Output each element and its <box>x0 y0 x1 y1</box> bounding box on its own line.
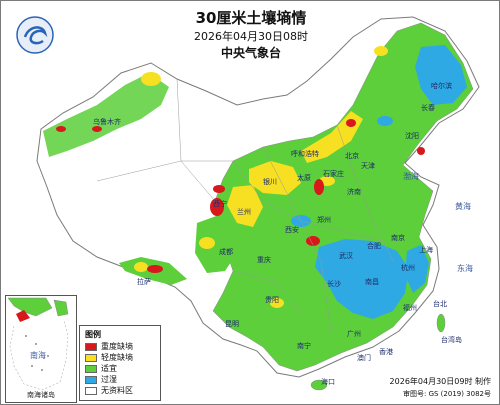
severe-patch-5 <box>213 185 225 193</box>
place-label: 台湾岛 <box>441 336 462 344</box>
legend: 图例 重度缺墒 轻度缺墒 适宜 过湿 无资料区 <box>79 325 161 401</box>
suitable-area-sichuan <box>195 215 237 273</box>
south-china-sea-inset: 南海 南海诸岛 <box>5 295 77 403</box>
wet-area-east <box>405 245 429 293</box>
mild-patch-1 <box>141 72 161 86</box>
place-label: 福州 <box>403 304 417 312</box>
place-label: 银川 <box>263 178 277 186</box>
severe-patch-3 <box>147 265 163 273</box>
place-label: 天津 <box>361 162 375 170</box>
province-boundaries <box>96 78 394 332</box>
place-label: 杭州 <box>401 264 415 272</box>
mild-patch-5 <box>134 262 148 272</box>
hainan-island <box>310 379 328 391</box>
place-label: 重庆 <box>257 256 271 264</box>
place-label: 哈尔滨 <box>431 82 452 90</box>
severe-patch-4 <box>314 179 324 195</box>
severe-patch-7 <box>417 147 425 155</box>
sea-label-yellow: 黄海 <box>455 202 471 211</box>
mild-deficit-north <box>249 161 301 195</box>
place-label: 北京 <box>345 152 359 160</box>
severe-patch-8 <box>56 126 66 132</box>
made-time: 2026年04月30日09时 制作 <box>389 377 491 386</box>
wet-area-northeast <box>415 45 467 105</box>
place-label: 澳门 <box>357 354 371 362</box>
legend-item: 适宜 <box>85 364 160 373</box>
legend-swatch <box>85 342 97 351</box>
map-time: 2026年04月30日08时 <box>194 30 308 43</box>
place-label: 济南 <box>347 188 361 196</box>
place-label: 太原 <box>297 174 311 182</box>
place-label: 武汉 <box>339 252 353 260</box>
legend-title: 图例 <box>85 330 101 339</box>
place-label: 南宁 <box>297 342 311 350</box>
legend-swatch <box>85 364 97 373</box>
place-label: 成都 <box>219 248 233 256</box>
taiwan-island <box>436 313 446 333</box>
map-org: 中央气象台 <box>220 46 281 60</box>
place-label: 呼和浩特 <box>291 150 319 158</box>
legend-swatch <box>85 353 97 362</box>
place-label: 广州 <box>347 330 361 338</box>
inset-map <box>7 297 69 391</box>
legend-item: 重度缺墒 <box>85 342 160 351</box>
wet-area-south <box>315 239 409 319</box>
sea-label-bohai: 渤海 <box>403 172 419 181</box>
mild-patch-3 <box>270 298 284 308</box>
legend-swatch <box>85 386 97 395</box>
inset-label: 南海诸岛 <box>27 391 55 399</box>
place-label: 台北 <box>433 300 447 308</box>
place-label: 兰州 <box>237 208 251 216</box>
place-label: 乌鲁木齐 <box>93 118 121 126</box>
place-label: 郑州 <box>317 216 331 224</box>
place-label: 贵阳 <box>265 296 279 304</box>
suitable-area-xinjiang <box>43 73 169 157</box>
place-label: 拉萨 <box>137 278 151 286</box>
place-label: 西安 <box>285 226 299 234</box>
legend-label: 轻度缺墒 <box>101 353 133 362</box>
legend-item: 轻度缺墒 <box>85 353 160 362</box>
place-label: 长沙 <box>327 280 341 288</box>
cma-logo <box>16 16 54 54</box>
severe-patch-9 <box>92 126 102 132</box>
suitable-area-east <box>212 22 474 372</box>
place-label: 南昌 <box>365 278 379 286</box>
place-label: 香港 <box>379 348 393 356</box>
mild-patch-2 <box>199 237 215 249</box>
sea-label-east: 东海 <box>457 264 473 273</box>
place-label: 西宁 <box>213 200 227 208</box>
legend-label: 适宜 <box>101 364 117 373</box>
severe-patch-1 <box>210 198 224 216</box>
legend-item: 无资料区 <box>85 386 160 395</box>
place-label: 石家庄 <box>323 170 344 178</box>
mild-patch-4 <box>374 46 388 56</box>
mild-deficit-northwest <box>227 185 263 227</box>
place-label: 合肥 <box>367 242 381 250</box>
place-label: 上海 <box>419 246 433 254</box>
legend-label: 过湿 <box>101 375 117 384</box>
severe-patch-6 <box>346 119 356 127</box>
legend-label: 重度缺墒 <box>101 342 133 351</box>
inset-sea-label: 南海 <box>30 351 46 360</box>
place-label: 昆明 <box>225 320 239 328</box>
place-label: 南京 <box>391 234 405 242</box>
place-label: 海口 <box>321 378 335 386</box>
legend-label: 无资料区 <box>101 386 133 395</box>
legend-item: 过湿 <box>85 375 160 384</box>
approval-number: 审图号: GS (2019) 3082号 <box>403 390 491 398</box>
legend-swatch <box>85 375 97 384</box>
map-title: 30厘米土壤墒情 <box>195 9 307 27</box>
wet-patch-2 <box>377 116 393 126</box>
place-label: 长春 <box>421 104 435 112</box>
place-label: 沈阳 <box>405 132 419 140</box>
